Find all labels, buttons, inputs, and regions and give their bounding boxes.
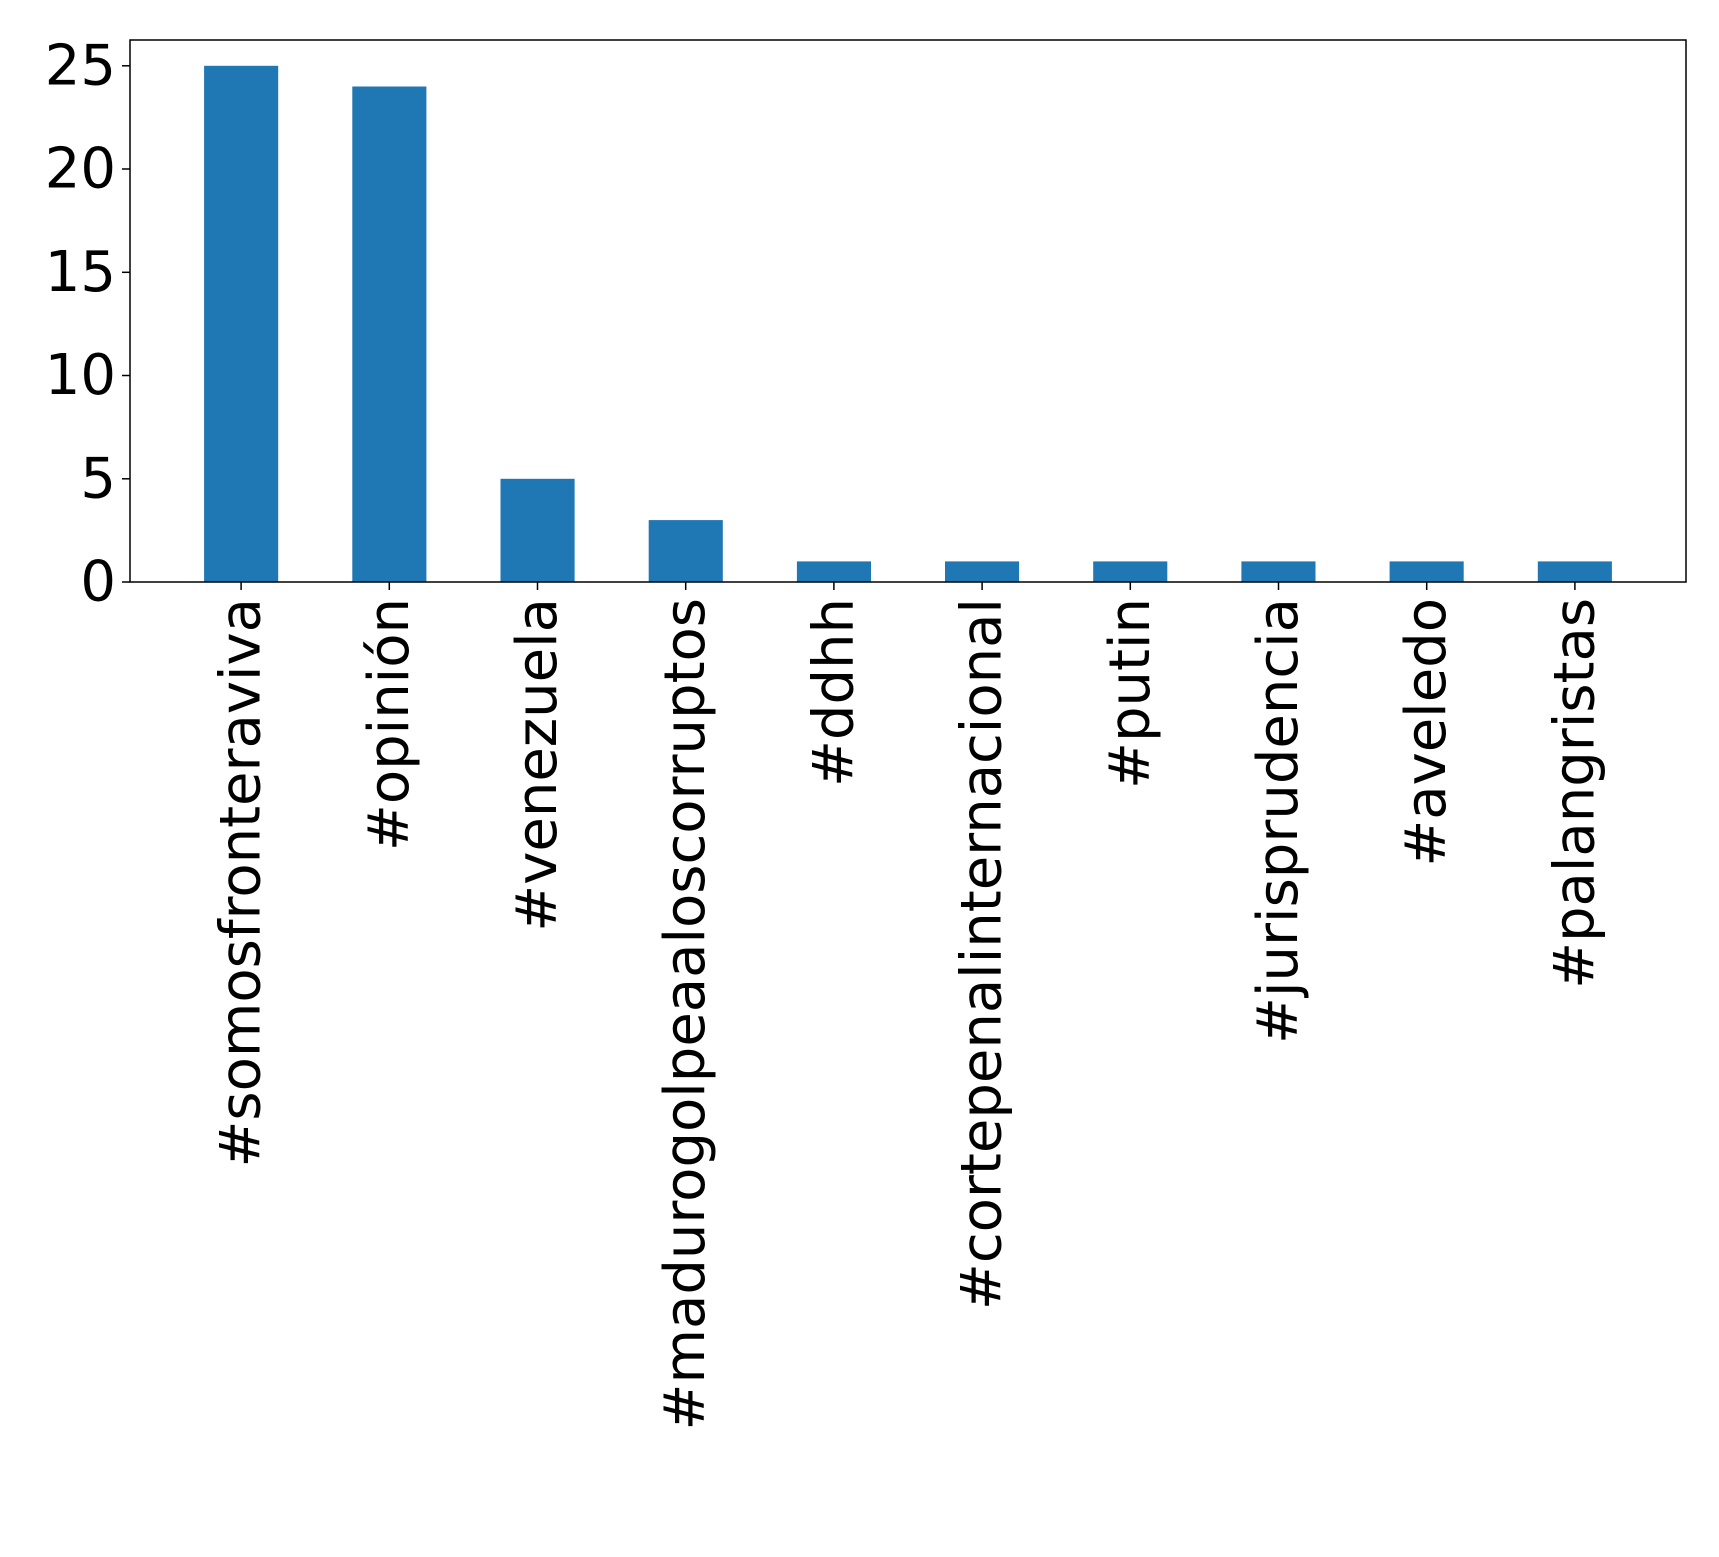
x-tick-label-6: #putin bbox=[1098, 598, 1163, 789]
x-tick-label-3: #madurogolpeaaloscorruptos bbox=[653, 598, 718, 1430]
x-tick-label-2: #venezuela bbox=[505, 598, 570, 932]
x-tick-label-9: #palangristas bbox=[1542, 598, 1607, 989]
bar-7 bbox=[1241, 561, 1316, 582]
x-tick-label-1: #opinión bbox=[357, 598, 422, 851]
x-tick-label-0: #somosfronteraviva bbox=[209, 598, 274, 1168]
bar-0 bbox=[204, 65, 279, 583]
y-tick-label-5: 25 bbox=[45, 33, 116, 98]
bar-9 bbox=[1537, 561, 1612, 582]
x-tick-label-7: #jurisprudencia bbox=[1246, 598, 1311, 1044]
y-tick-label-1: 5 bbox=[80, 446, 116, 511]
bar-1 bbox=[352, 86, 427, 582]
bar-8 bbox=[1389, 561, 1464, 582]
bar-5 bbox=[945, 561, 1020, 582]
y-tick-label-4: 20 bbox=[45, 137, 116, 202]
bar-2 bbox=[500, 478, 575, 582]
bars-group bbox=[204, 65, 1612, 583]
x-tick-label-4: #ddhh bbox=[801, 598, 866, 787]
y-tick-label-0: 0 bbox=[80, 550, 116, 615]
y-tick-label-2: 10 bbox=[45, 343, 116, 408]
x-axis: #somosfronteraviva #opinión #venezuela #mad… bbox=[209, 582, 1607, 1430]
bar-6 bbox=[1093, 561, 1168, 582]
plot-frame bbox=[129, 39, 1687, 583]
x-tick-label-5: #cortepenalinternacional bbox=[950, 598, 1015, 1310]
bar-4 bbox=[796, 561, 871, 582]
bar-3 bbox=[648, 520, 723, 582]
y-tick-label-3: 15 bbox=[45, 240, 116, 305]
y-axis: 0 5 10 15 20 25 bbox=[45, 33, 130, 615]
x-tick-label-8: #aveledo bbox=[1394, 598, 1459, 867]
